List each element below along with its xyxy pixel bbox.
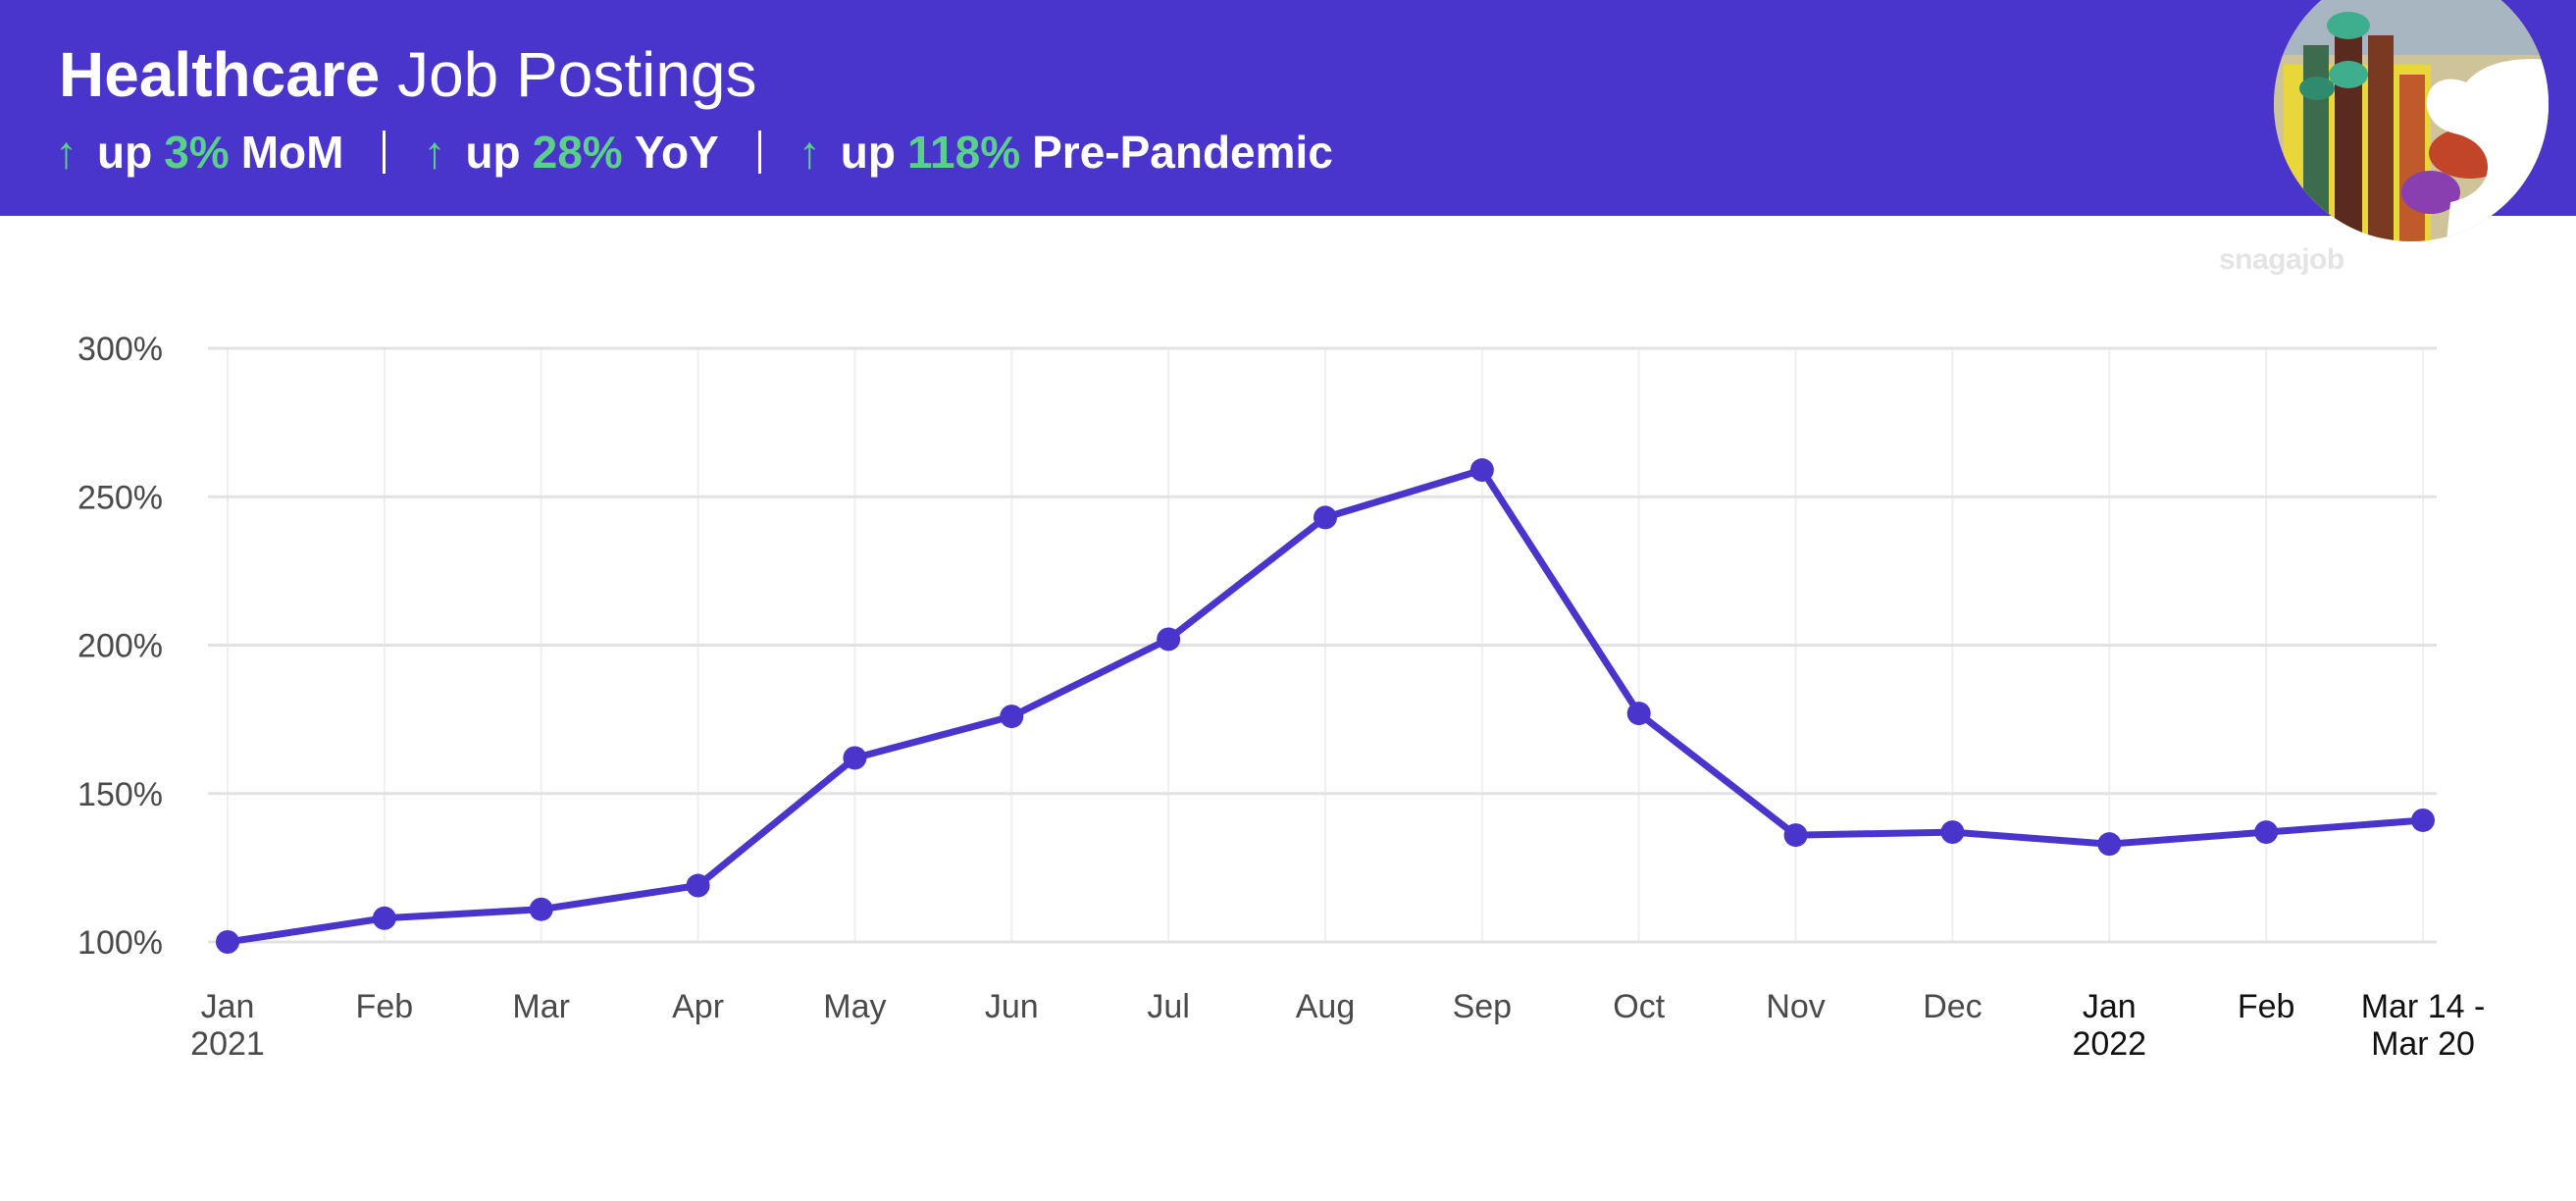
y-tick-label: 250% [77,479,163,516]
x-tick-label: Dec [1923,988,1982,1025]
brand-watermark: snagajob [2219,243,2344,276]
page-title: Healthcare Job Postings [59,35,757,114]
x-tick-label: Jul [1147,988,1189,1025]
stat-divider [757,131,761,174]
chart-grid [208,346,2437,944]
title-bold: Healthcare [59,39,381,110]
data-point [2097,832,2122,857]
stat-prefix: up [97,127,153,178]
data-point [1469,458,1494,483]
header-banner: Healthcare Job Postings ↑ up 3% MoM ↑ up… [0,0,2576,216]
test-tubes-image [2274,0,2549,241]
data-point [2411,808,2435,832]
stat-pre-pandemic: ↑ up 118% Pre-Pandemic [799,126,1333,179]
data-point [1157,627,1181,652]
x-tick-label: Feb [356,988,414,1025]
stat-value: 28% [532,127,623,178]
data-point [529,897,553,921]
stat-yoy: ↑ up 28% YoY [423,126,718,179]
y-axis: 100% 150% 200% 250% 300% [77,331,163,962]
title-rest: Job Postings [397,39,757,110]
stat-mom: ↑ up 3% MoM [55,126,343,179]
arrow-up-icon: ↑ [55,127,77,178]
stat-suffix: Pre-Pandemic [1032,127,1333,178]
data-point [1000,705,1024,729]
x-tick-label: Sep [1453,988,1513,1025]
y-tick-label: 150% [77,776,163,813]
x-tick-label: Jun [985,988,1039,1025]
y-tick-label: 100% [77,924,163,962]
x-axis: Jan 2021 Feb Mar Apr May Jun Jul Aug Sep Oct Nov Dec… [190,988,2485,1063]
data-point [2254,820,2279,845]
x-tick-label: Mar 14 -Mar 20 [2361,988,2486,1063]
y-tick-label: 200% [77,628,163,665]
data-point [843,746,867,770]
arrow-up-icon: ↑ [798,127,821,178]
y-tick-label: 300% [77,331,163,368]
data-point [1783,823,1808,848]
stats-row: ↑ up 3% MoM ↑ up 28% YoY ↑ up 118% Pre-P… [55,118,1333,186]
stat-value: 3% [164,127,230,178]
stat-suffix: YoY [634,127,719,178]
x-tick-label: Jan 2022 [2072,988,2146,1063]
stat-suffix: MoM [240,127,344,178]
arrow-up-icon: ↑ [423,127,446,178]
data-point [216,930,239,954]
series-points [216,458,2435,954]
data-point [372,906,396,930]
x-tick-label: Jan 2021 [190,988,265,1063]
x-tick-label: Aug [1296,988,1356,1025]
header-photo [2274,0,2549,241]
stat-value: 118% [906,127,1021,178]
stat-prefix: up [465,127,521,178]
x-tick-label: Apr [672,988,724,1025]
x-tick-label: Feb [2238,988,2295,1025]
data-point [1626,702,1651,726]
stat-divider [383,131,386,174]
stat-prefix: up [840,127,896,178]
data-point [1940,820,1965,845]
data-point [1314,505,1337,530]
x-tick-label: Oct [1613,988,1665,1025]
x-tick-label: May [823,988,886,1025]
x-tick-label: Mar [512,988,570,1025]
data-point [686,873,710,898]
x-tick-label: Nov [1766,988,1825,1025]
